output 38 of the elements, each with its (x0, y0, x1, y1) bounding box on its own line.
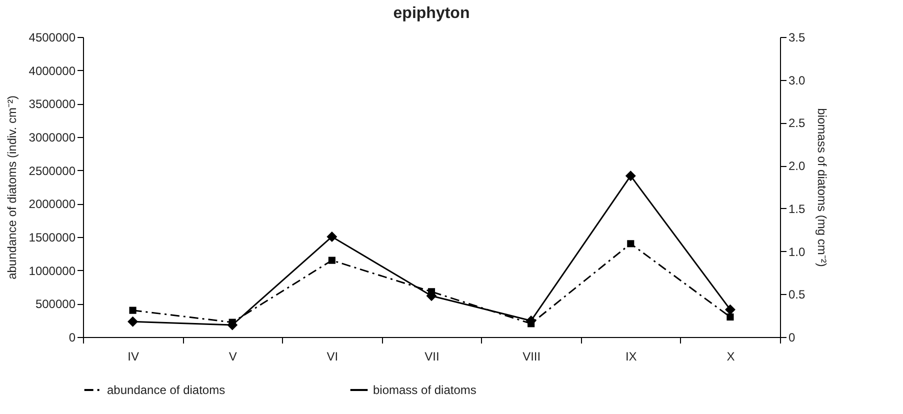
y2-tick-label: 2.0 (788, 159, 806, 174)
point (724, 304, 736, 315)
x-tick-label: V (228, 350, 237, 364)
y-tick-label: 0 (68, 330, 76, 344)
y-tick-label: 2500000 (28, 164, 76, 178)
point (129, 306, 136, 314)
x-tick-label: X (726, 350, 735, 364)
legend-label: abundance of diatoms (107, 383, 226, 397)
point (625, 170, 636, 182)
x-tick-label: VIII (522, 350, 541, 364)
y-axis-title: abundance of diatoms (indiv. cm⁻²) (4, 96, 19, 280)
y2-tick-label: 3.0 (788, 73, 806, 88)
legend-label: biomass of diatoms (373, 383, 476, 397)
x-tick-label: VI (326, 350, 338, 364)
point (128, 316, 138, 327)
point (726, 313, 734, 321)
y-tick-label: 1000000 (28, 264, 76, 278)
y-tick-label: 3500000 (28, 97, 76, 112)
point (627, 240, 634, 248)
y-tick-label: 2000000 (28, 197, 76, 212)
y-tick-label: 4000000 (28, 64, 76, 78)
y2-tick-label: 2.5 (788, 116, 806, 130)
x-tick-label: IX (625, 350, 637, 364)
point (326, 231, 338, 242)
y2-axis-title: biomass of diatoms (mg cm⁻²) (815, 108, 830, 267)
y-tick-label: 1500000 (28, 230, 76, 244)
point (328, 256, 336, 264)
y2-tick-label: 1.5 (788, 202, 806, 216)
y2-tick-label: 1.0 (788, 244, 806, 259)
y2-tick-label: 0 (788, 330, 796, 344)
y2-tick-label: 0.5 (788, 288, 806, 302)
chart-title: epiphyton (393, 5, 470, 22)
y-tick-label: 4500000 (28, 30, 76, 44)
y2-tick-label: 3.5 (788, 30, 806, 44)
y-tick-label: 500000 (35, 297, 76, 312)
y-tick-label: 3000000 (28, 130, 76, 144)
x-tick-label: IV (128, 350, 139, 364)
x-tick-label: VII (424, 350, 440, 364)
